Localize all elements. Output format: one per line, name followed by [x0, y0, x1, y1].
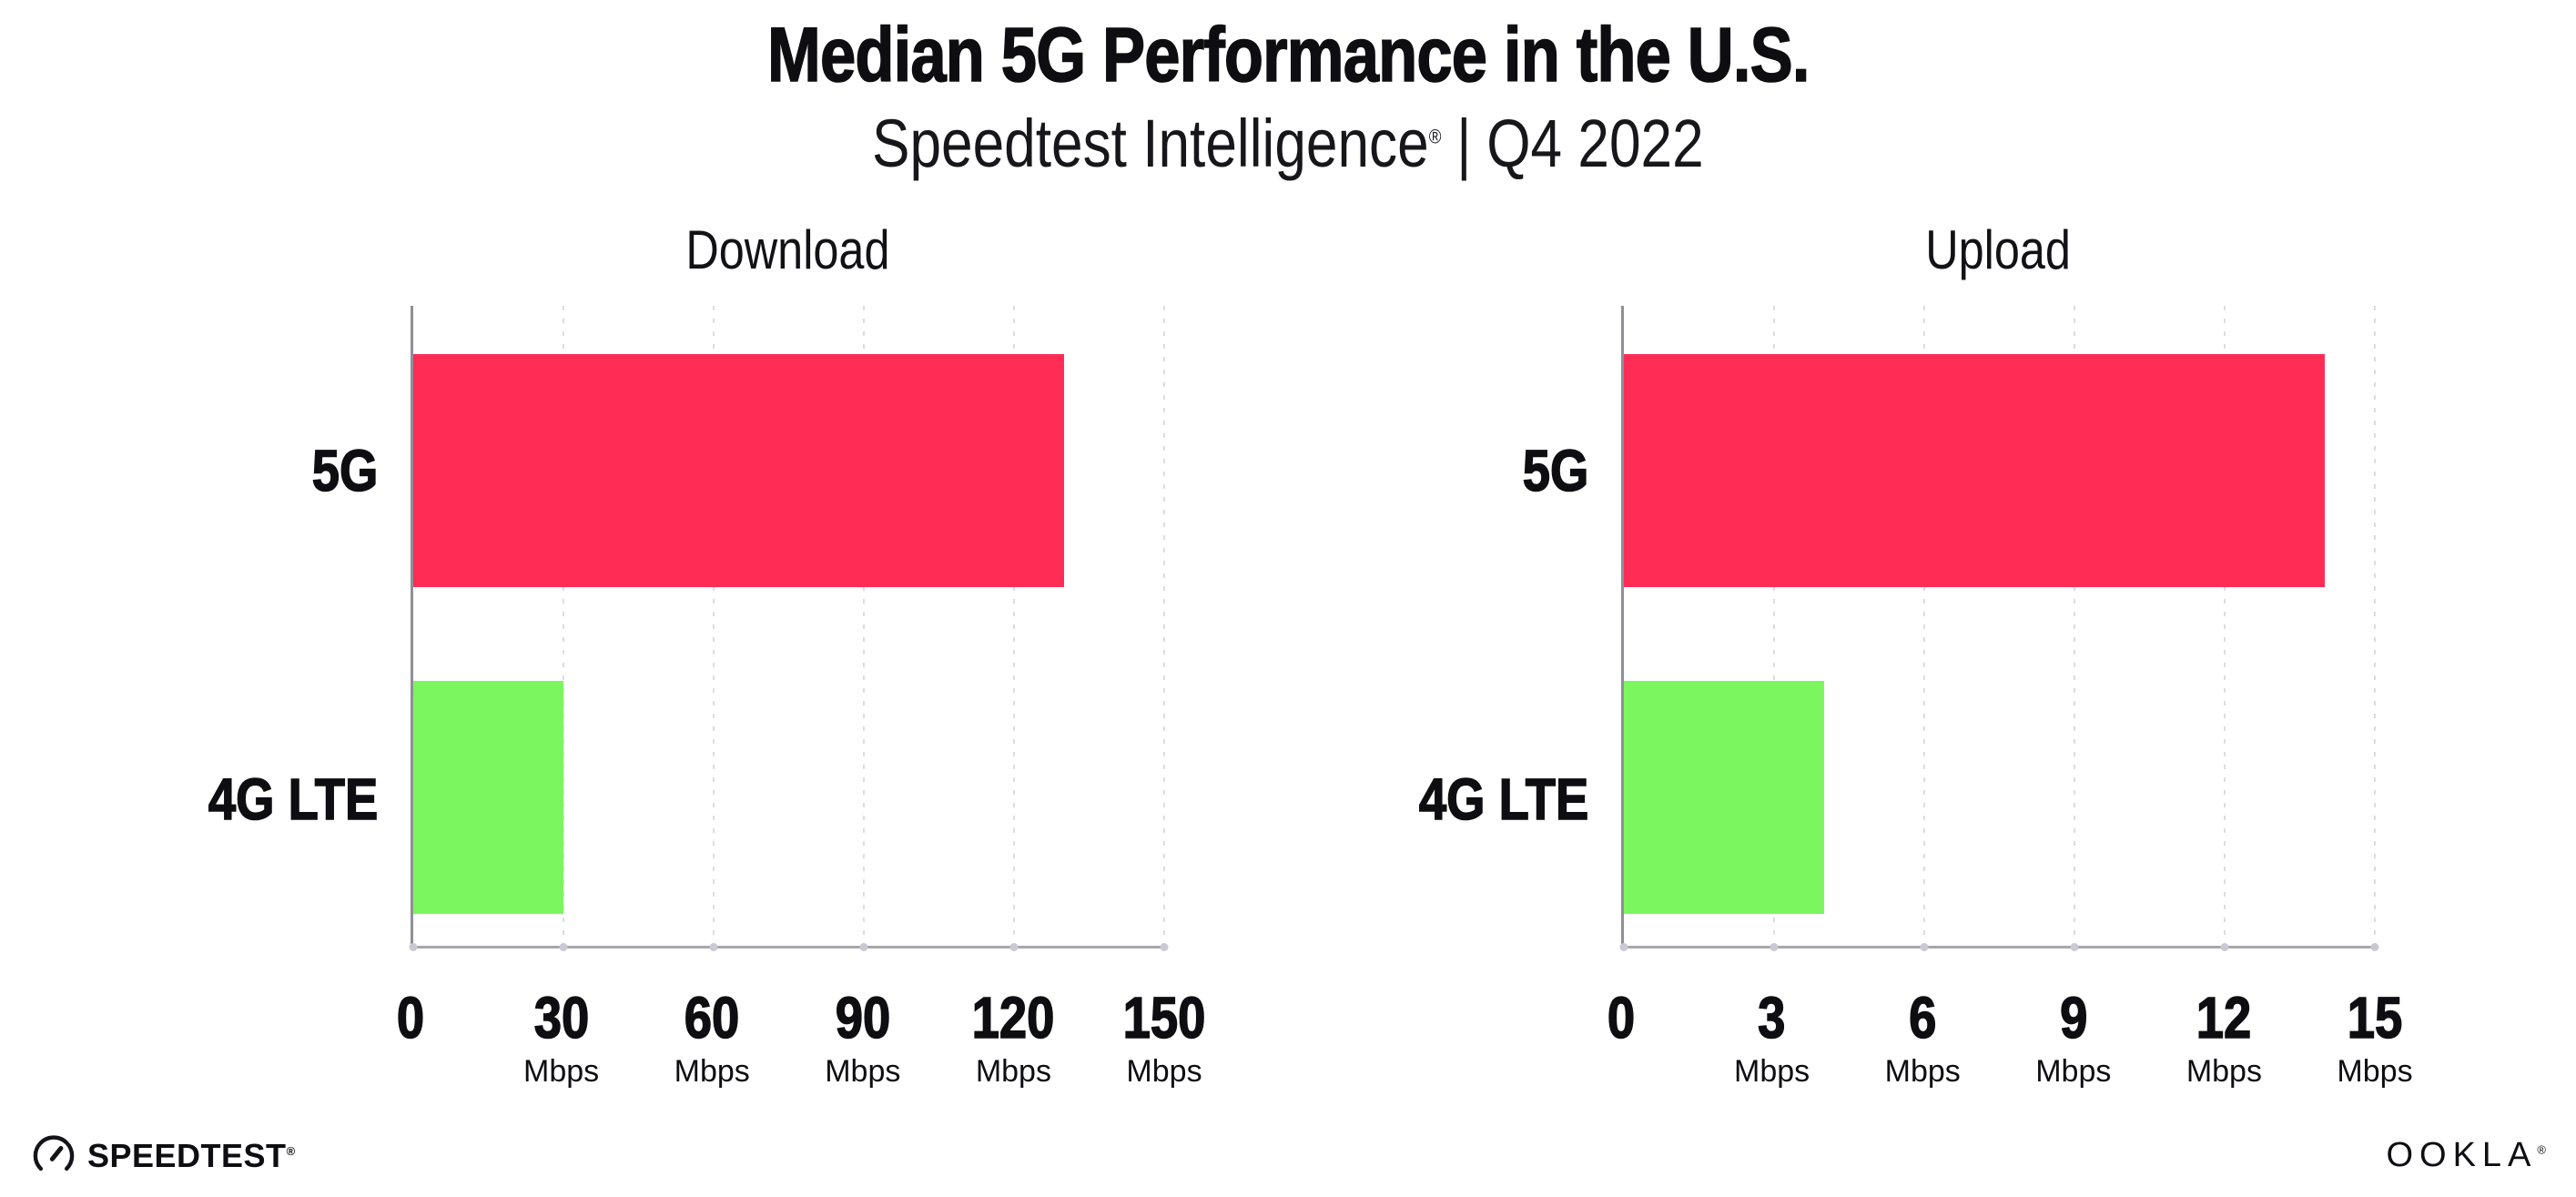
- x-tick-label: 150 Mbps: [1116, 985, 1213, 1089]
- bar-5g: [413, 353, 1064, 587]
- chart-title: Upload: [1925, 219, 2071, 280]
- axis-tick-dot: [2220, 943, 2229, 951]
- speedtest-wordmark: SPEEDTEST®: [87, 1137, 296, 1174]
- chart-body: 5G 4G LTE: [1321, 306, 2379, 951]
- x-tick-value: 60: [684, 985, 740, 1050]
- x-tick-value: 3: [1758, 985, 1787, 1050]
- gridline: [1163, 306, 1165, 946]
- x-tick-unit: Mbps: [1126, 1054, 1202, 1089]
- x-tick-unit: Mbps: [1884, 1054, 1961, 1089]
- x-tick-label: 12 Mbps: [2186, 985, 2262, 1089]
- axis-tick-dot: [859, 943, 868, 951]
- speedtest-registered-icon: ®: [286, 1144, 296, 1158]
- speedtest-gauge-icon: [33, 1135, 75, 1172]
- bar-4g-lte: [413, 681, 563, 915]
- x-tick-value: 0: [396, 985, 425, 1050]
- x-axis-labels: 0 3 Mbps 6 Mbps 9 Mbps 12 Mbps 15 Mbps: [1607, 985, 2412, 1125]
- registered-mark-icon: ®: [1428, 125, 1442, 148]
- axis-tick-dot: [709, 943, 718, 951]
- ookla-logo: OOKLA®: [2386, 1136, 2552, 1175]
- x-tick-value: 9: [2059, 985, 2088, 1050]
- x-tick-unit: Mbps: [2035, 1054, 2112, 1089]
- x-tick-unit: Mbps: [2186, 1054, 2262, 1089]
- bar-5g: [1624, 353, 2325, 587]
- axis-tick-dot: [2370, 943, 2379, 951]
- chart-title: Download: [685, 219, 890, 280]
- x-tick-label: 6 Mbps: [1884, 985, 1961, 1089]
- gridline: [1773, 306, 1775, 946]
- x-tick-label: 0: [394, 985, 427, 1050]
- axis-tick-dot: [1009, 943, 1019, 951]
- x-axis-labels: 0 30 Mbps 60 Mbps 90 Mbps 120 Mbps 150 Mbps: [396, 985, 1206, 1125]
- subtitle-brand: Speedtest Intelligence: [872, 106, 1429, 181]
- x-tick-value: 30: [533, 985, 590, 1050]
- category-label-text: 4G LTE: [1418, 766, 1589, 834]
- gridline: [2224, 306, 2226, 946]
- gridline: [563, 306, 564, 946]
- x-tick-label: 30 Mbps: [523, 985, 600, 1089]
- x-tick-value: 90: [835, 985, 891, 1050]
- x-tick-value: 0: [1607, 985, 1636, 1050]
- plot-area: [1619, 306, 2379, 951]
- bar-chart-download: Download 5G 4G LTE 0 30 Mbps 60 Mbps 90 Mbps 120…: [110, 218, 1206, 1129]
- x-tick-label: 3 Mbps: [1734, 985, 1810, 1089]
- x-tick-value: 6: [1908, 985, 1937, 1050]
- header: Median 5G Performance in the U.S. Speedt…: [0, 11, 2576, 182]
- ookla-registered-icon: ®: [2537, 1142, 2552, 1157]
- category-label-text: 5G: [311, 438, 379, 505]
- gridline: [2074, 306, 2075, 946]
- category-label-4g-lte: 4G LTE: [110, 766, 379, 834]
- bar-4g-lte: [1624, 681, 1824, 915]
- axis-tick-dot: [1920, 943, 1929, 951]
- subtitle-period: Q4 2022: [1486, 106, 1704, 181]
- axis-tick-dot: [1619, 943, 1628, 951]
- category-label-text: 5G: [1522, 438, 1589, 505]
- axis-tick-dot: [409, 943, 418, 951]
- category-label-4g-lte: 4G LTE: [1321, 766, 1589, 834]
- x-tick-label: 120 Mbps: [965, 985, 1062, 1089]
- gridline: [2374, 306, 2376, 946]
- x-tick-label: 90 Mbps: [825, 985, 901, 1089]
- plot-area: [409, 306, 1169, 951]
- x-tick-value: 120: [971, 985, 1055, 1050]
- page-subtitle-text: Speedtest Intelligence® | Q4 2022: [872, 105, 1704, 182]
- axis-tick-dot: [559, 943, 568, 951]
- x-tick-label: 0: [1605, 985, 1638, 1050]
- x-tick-value: 15: [2347, 985, 2403, 1050]
- x-tick-unit: Mbps: [1734, 1054, 1810, 1089]
- page-subtitle: Speedtest Intelligence® | Q4 2022: [0, 105, 2576, 182]
- category-label-5g: 5G: [110, 437, 379, 505]
- axis-tick-dot: [2070, 943, 2079, 951]
- subtitle-separator: |: [1456, 106, 1472, 181]
- x-tick-unit: Mbps: [825, 1054, 901, 1089]
- x-tick-label: 60 Mbps: [674, 985, 750, 1089]
- category-label-5g: 5G: [1321, 437, 1589, 505]
- x-tick-unit: Mbps: [674, 1054, 750, 1089]
- page-title-text: Median 5G Performance in the U.S.: [766, 11, 1810, 98]
- gridline: [1013, 306, 1015, 946]
- ookla-wordmark: OOKLA: [2386, 1136, 2538, 1174]
- x-tick-value: 150: [1122, 985, 1206, 1050]
- x-tick-label: 15 Mbps: [2337, 985, 2413, 1089]
- page-title: Median 5G Performance in the U.S.: [0, 11, 2576, 99]
- x-tick-unit: Mbps: [975, 1054, 1051, 1089]
- gridline: [863, 306, 865, 946]
- speedtest-logo: SPEEDTEST®: [31, 1133, 296, 1179]
- category-label-text: 4G LTE: [208, 766, 379, 834]
- gridline: [1923, 306, 1925, 946]
- chart-body: 5G 4G LTE: [110, 306, 1169, 951]
- axis-tick-dot: [1770, 943, 1779, 951]
- bar-chart-upload: Upload 5G 4G LTE 0 3 Mbps 6 Mbps 9 Mbps 12 Mbps 15…: [1321, 218, 2413, 1129]
- x-tick-value: 12: [2196, 985, 2252, 1050]
- axis-tick-dot: [1160, 943, 1169, 951]
- x-tick-unit: Mbps: [2337, 1054, 2413, 1089]
- gridline: [713, 306, 715, 946]
- x-tick-unit: Mbps: [523, 1054, 600, 1089]
- x-tick-label: 9 Mbps: [2035, 985, 2112, 1089]
